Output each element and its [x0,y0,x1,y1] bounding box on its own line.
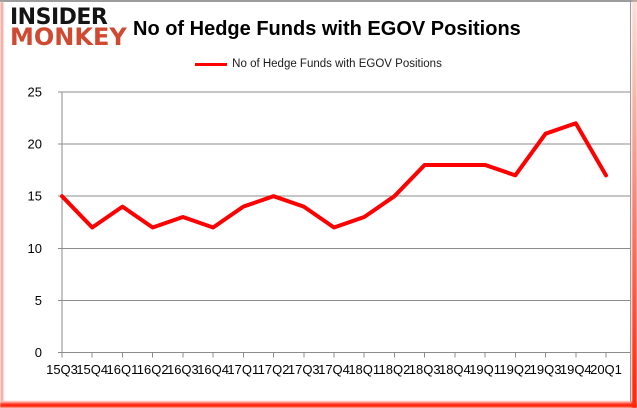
x-tick-label: 18Q2 [379,362,411,377]
x-tick-label: 17Q3 [288,362,320,377]
y-tick-label: 10 [28,241,42,256]
chart-legend: No of Hedge Funds with EGOV Positions [0,58,637,70]
x-tick-label: 19Q4 [560,362,592,377]
chart-title: No of Hedge Funds with EGOV Positions [133,18,521,40]
x-tick-label: 16Q3 [167,362,199,377]
logo-word-insider: INSIDER [10,5,108,30]
x-tick-label: 20Q1 [590,362,622,377]
x-tick-label: 18Q4 [439,362,471,377]
series-line-egov [60,121,608,230]
x-tick-label: 16Q4 [197,362,229,377]
logo-word-monkey: MONKEY [10,23,127,52]
x-tick-label: 17Q2 [258,362,290,377]
left-border-glow [0,2,4,401]
x-tick-label: 15Q4 [76,362,108,377]
bottom-border-glow [0,401,637,408]
x-tick-label: 16Q1 [107,362,139,377]
right-border-glow [632,0,637,408]
top-border [0,0,637,2]
y-tick-label: 20 [28,137,42,152]
x-tick-label: 18Q3 [409,362,441,377]
x-tick-label: 15Q3 [46,362,78,377]
right-border [630,1,631,402]
y-tick-label: 25 [28,85,42,100]
legend-label: No of Hedge Funds with EGOV Positions [232,58,442,70]
y-tick-label: 0 [35,345,42,360]
x-tick-label: 17Q1 [227,362,259,377]
x-tick-label: 17Q4 [318,362,350,377]
x-tick-label: 19Q2 [499,362,531,377]
insider-monkey-logo: INSIDER MONKEY [10,5,127,52]
x-tick-label: 18Q1 [348,362,380,377]
y-tick-label: 15 [28,189,42,204]
x-tick-label: 16Q2 [137,362,169,377]
legend-line-swatch [195,62,228,66]
y-tick-label: 5 [35,293,42,308]
x-tick-label: 19Q1 [469,362,501,377]
x-tick-label: 19Q3 [530,362,562,377]
